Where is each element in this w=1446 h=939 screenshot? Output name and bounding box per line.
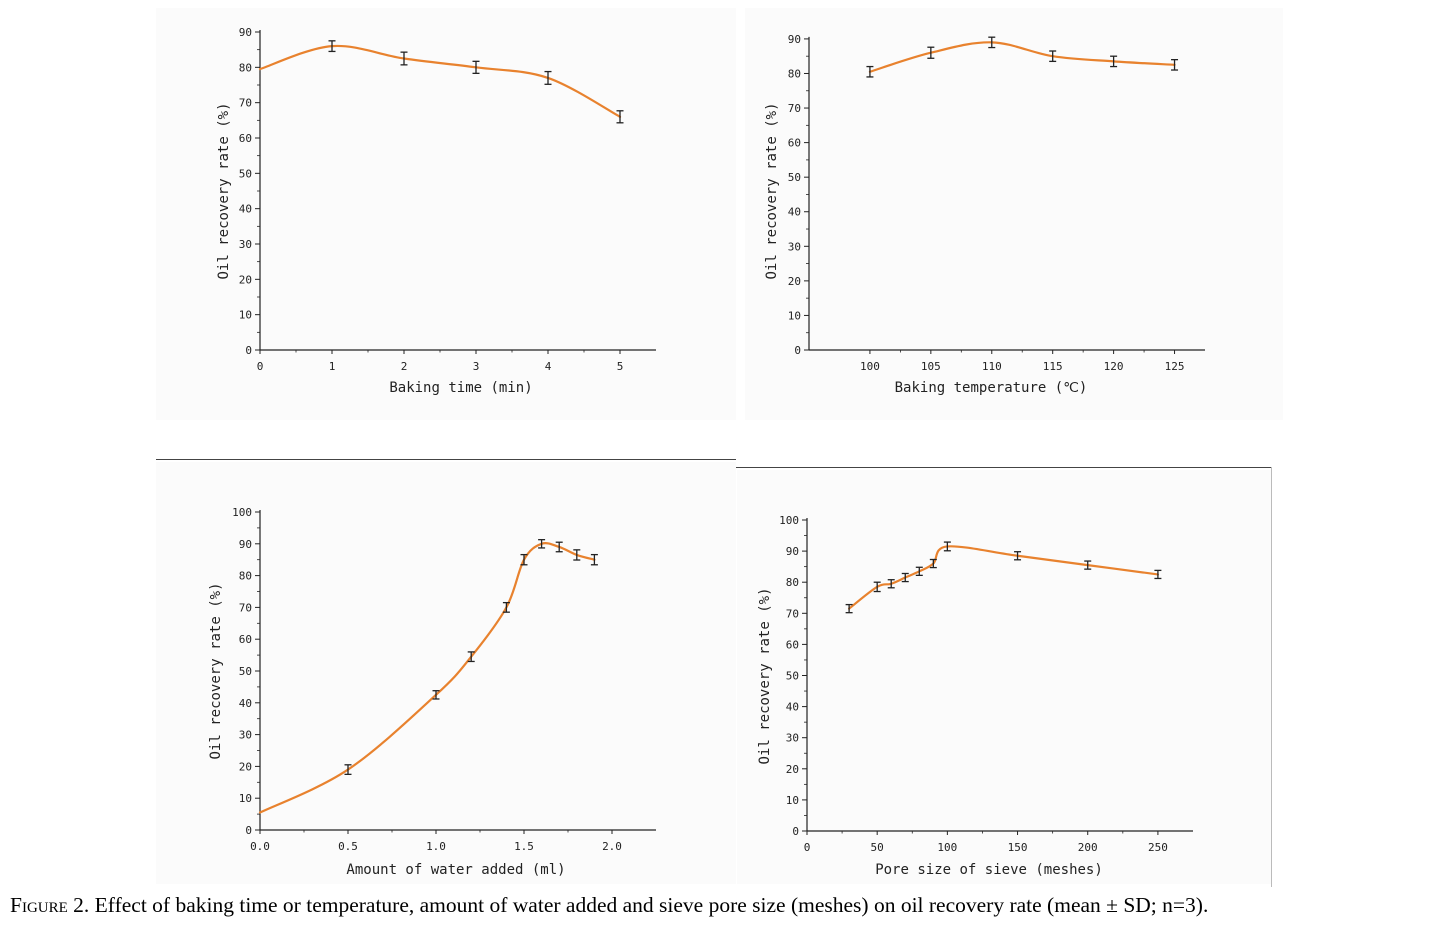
y-tick-label: 10 [788, 309, 801, 322]
divider-left [156, 459, 736, 460]
chart-baking-time: 0 10 20 30 40 50 60 70 80 90 0 1 2 3 4 5 Baking time (mi… [156, 8, 736, 420]
y-tick-label: 40 [239, 203, 252, 216]
y-tick-label: 0 [245, 824, 252, 837]
y-tick-label: 80 [788, 67, 801, 80]
chart-baking-time-svg: 0 10 20 30 40 50 60 70 80 90 0 1 2 3 4 5 Baking time (mi… [216, 26, 656, 396]
x-tick-label: 2.0 [602, 840, 622, 853]
x-tick-label: 125 [1165, 360, 1185, 373]
x-tick-label: 100 [937, 841, 957, 854]
x-tick-label: 0.0 [250, 840, 270, 853]
x-tick-label: 250 [1148, 841, 1168, 854]
x-tick-label: 1.5 [514, 840, 534, 853]
y-axis-label: Oil recovery rate (%) [216, 102, 232, 279]
caption-label: Figure 2. [10, 893, 90, 917]
y-tick-label: 90 [239, 26, 252, 39]
y-tick-label: 60 [788, 137, 801, 150]
y-tick-label: 20 [239, 273, 252, 286]
y-tick-label: 100 [779, 514, 799, 527]
x-tick-label: 0 [804, 841, 811, 854]
y-tick-label: 0 [794, 344, 801, 357]
x-axis-label: Amount of water added (ml) [346, 862, 565, 878]
y-tick-label: 20 [239, 760, 252, 773]
x-tick-label: 200 [1078, 841, 1098, 854]
x-tick-label: 50 [871, 841, 884, 854]
y-tick-label: 0 [792, 825, 799, 838]
y-tick-label: 70 [239, 97, 252, 110]
y-tick-label: 30 [239, 238, 252, 251]
chart-sieve-pore-svg: 0 10 20 30 40 50 60 70 80 90 100 0 50 100 150 200 250 Por… [757, 514, 1193, 878]
divider-vertical [1271, 467, 1272, 887]
series-line [848, 545, 1160, 610]
x-tick-label: 150 [1008, 841, 1028, 854]
y-tick-label: 50 [786, 670, 799, 683]
chart-baking-temperature: 0 10 20 30 40 50 60 70 80 90 100 105 110 115 120 125 Bak… [745, 8, 1283, 420]
y-tick-label: 30 [239, 729, 252, 742]
y-axis-label: Oil recovery rate (%) [208, 582, 224, 759]
x-tick-label: 110 [982, 360, 1002, 373]
series-line [258, 542, 596, 814]
x-tick-label: 4 [545, 360, 552, 373]
y-tick-label: 10 [239, 309, 252, 322]
x-tick-label: 100 [860, 360, 880, 373]
x-tick-label: 120 [1104, 360, 1124, 373]
chart-water-added: 0 10 20 30 40 50 60 70 80 90 100 0.0 0.5 1.0 1.5 2.0 Amo… [156, 462, 736, 884]
y-tick-label: 30 [788, 240, 801, 253]
y-tick-label: 70 [786, 607, 799, 620]
chart-sieve-pore: 0 10 20 30 40 50 60 70 80 90 100 0 50 100 150 200 250 Por… [737, 470, 1271, 884]
x-tick-label: 0.5 [338, 840, 358, 853]
x-axis-label: Pore size of sieve (meshes) [875, 862, 1103, 878]
y-tick-label: 50 [788, 171, 801, 184]
x-axis-label: Baking temperature (℃) [895, 380, 1088, 396]
y-tick-label: 90 [786, 545, 799, 558]
chart-baking-temperature-svg: 0 10 20 30 40 50 60 70 80 90 100 105 110 115 120 125 Bak… [764, 33, 1205, 396]
y-tick-label: 50 [239, 665, 252, 678]
x-tick-label: 2 [401, 360, 408, 373]
y-tick-label: 70 [788, 102, 801, 115]
x-tick-label: 105 [921, 360, 941, 373]
y-tick-label: 90 [788, 33, 801, 46]
y-tick-label: 90 [239, 538, 252, 551]
y-tick-label: 80 [239, 570, 252, 583]
y-tick-label: 40 [239, 697, 252, 710]
x-tick-label: 0 [257, 360, 264, 373]
y-tick-label: 40 [788, 206, 801, 219]
y-tick-label: 60 [239, 132, 252, 145]
chart-water-added-svg: 0 10 20 30 40 50 60 70 80 90 100 0.0 0.5 1.0 1.5 2.0 Amo… [208, 506, 656, 878]
y-tick-label: 50 [239, 167, 252, 180]
x-tick-label: 3 [473, 360, 480, 373]
series-line [258, 44, 622, 118]
y-tick-label: 0 [245, 344, 252, 357]
y-tick-label: 30 [786, 732, 799, 745]
x-tick-label: 1 [329, 360, 336, 373]
y-tick-label: 100 [232, 506, 252, 519]
caption-text: Effect of baking time or temperature, am… [94, 893, 1209, 917]
y-tick-label: 80 [239, 61, 252, 74]
y-tick-label: 10 [239, 792, 252, 805]
y-tick-label: 80 [786, 576, 799, 589]
y-axis-label: Oil recovery rate (%) [764, 102, 780, 279]
y-tick-label: 40 [786, 701, 799, 714]
y-tick-label: 20 [786, 763, 799, 776]
y-axis-label: Oil recovery rate (%) [757, 587, 773, 764]
y-tick-label: 60 [239, 633, 252, 646]
y-tick-label: 70 [239, 601, 252, 614]
y-tick-label: 20 [788, 275, 801, 288]
figure-caption: Figure 2. Effect of baking time or tempe… [10, 893, 1440, 918]
x-tick-label: 1.0 [426, 840, 446, 853]
divider-right [736, 467, 1272, 468]
series-line [868, 41, 1176, 73]
x-axis-label: Baking time (min) [389, 380, 532, 396]
y-tick-label: 60 [786, 638, 799, 651]
x-tick-label: 115 [1043, 360, 1063, 373]
x-tick-label: 5 [617, 360, 624, 373]
y-tick-label: 10 [786, 794, 799, 807]
